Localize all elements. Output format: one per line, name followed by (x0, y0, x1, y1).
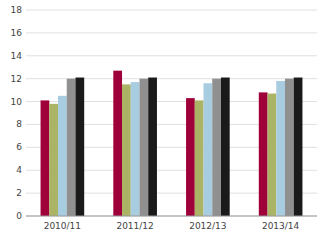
bar (67, 79, 76, 216)
grid-line (26, 10, 317, 11)
bar (195, 100, 204, 216)
bar (259, 92, 268, 216)
chart-svg: 0 2 4 6 8 10 12 14 16 18 2010/11 2011/12 2012/13 2013… (0, 0, 325, 236)
chart-container: 0 2 4 6 8 10 12 14 16 18 2010/11 2011/12 2012/13 2013… (0, 0, 325, 236)
y-tick-label: 14 (11, 51, 23, 61)
bar (204, 83, 213, 216)
y-tick-label: 8 (16, 119, 22, 129)
bar (276, 81, 285, 216)
bar (113, 71, 122, 216)
y-tick-label: 4 (16, 165, 22, 175)
y-tick-label: 12 (11, 74, 22, 84)
bar (285, 79, 294, 216)
grid-line (26, 32, 317, 33)
grid-line (26, 55, 317, 56)
bar (58, 96, 67, 216)
bar (212, 79, 221, 216)
bar (186, 98, 195, 216)
y-tick-label: 10 (11, 97, 23, 107)
bar (131, 82, 140, 216)
grid-line (26, 216, 317, 217)
bar (268, 94, 277, 216)
y-tick-label: 0 (16, 211, 22, 221)
bar (41, 100, 50, 216)
bar (75, 78, 84, 216)
y-tick-label: 18 (11, 5, 23, 15)
bar (148, 78, 157, 216)
bar (139, 79, 148, 216)
y-tick-label: 16 (11, 28, 23, 38)
bar (122, 84, 131, 216)
bar (294, 78, 303, 216)
x-tick-label: 2010/11 (44, 221, 81, 231)
x-axis-line (26, 216, 317, 217)
bar (221, 78, 230, 216)
bars (41, 71, 303, 216)
x-tick-label: 2013/14 (262, 221, 300, 231)
x-tick-label: 2011/12 (116, 221, 153, 231)
x-tick-label: 2012/13 (189, 221, 226, 231)
y-grid (26, 10, 317, 216)
bar (49, 104, 58, 216)
y-tick-label: 6 (16, 142, 22, 152)
y-tick-label: 2 (16, 188, 22, 198)
